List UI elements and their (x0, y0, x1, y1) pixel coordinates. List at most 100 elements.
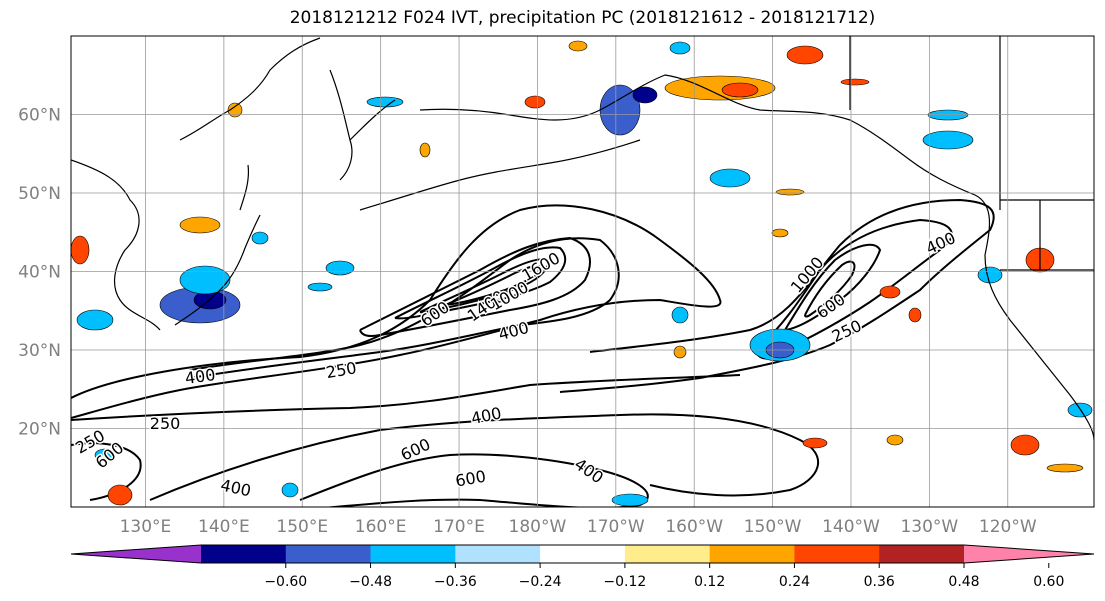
precip-patch (1046, 463, 1084, 473)
precip-patch (71, 235, 90, 265)
lon-label: 160°W (665, 517, 723, 537)
colorbar-tick-label: −0.36 (434, 574, 477, 590)
colorbar-tick-label: 0.60 (1033, 574, 1064, 590)
lon-label: 180°W (509, 517, 567, 537)
precip-patch (524, 95, 546, 109)
gridlines (71, 36, 1094, 507)
ivt-contour-label: 250 (150, 414, 181, 433)
ivt-contour-label: 400 (184, 365, 217, 388)
lon-label: 150°E (276, 517, 328, 537)
asia-coastline (71, 37, 321, 331)
precip-patch (632, 86, 658, 104)
precip-patch (366, 96, 404, 108)
lon-label: 170°E (433, 517, 485, 537)
lon-label: 120°W (979, 517, 1037, 537)
ivt-contour-250-east (559, 198, 995, 393)
colorbar-segment (455, 545, 541, 563)
precip-patch (1010, 434, 1040, 456)
colorbar-segment (709, 545, 795, 563)
map-frame (70, 35, 1095, 508)
precip-patch (611, 493, 649, 507)
precip-patch (281, 482, 299, 498)
colorbar-tick-label: 0.36 (864, 574, 895, 590)
colorbar-tick-label: −0.12 (603, 574, 646, 590)
colorbar-tick-label: 0.48 (948, 574, 979, 590)
ivt-contour-1400 (419, 258, 550, 314)
lon-label: 130°W (900, 517, 958, 537)
colorbar-segment (794, 545, 880, 563)
ivt-contours (71, 198, 995, 507)
precip-patch (179, 265, 231, 295)
colorbar-tick-label: 0.24 (779, 574, 810, 590)
precip-patch (107, 484, 133, 506)
precip-patch (251, 231, 269, 245)
lon-label: 150°W (744, 517, 802, 537)
colorbar-segment (624, 545, 711, 563)
lon-label: 140°E (198, 517, 250, 537)
alaska-coastline (419, 74, 1094, 441)
colorbar: −0.60 −0.48 −0.36 −0.24 −0.12 0.12 0.24 0.36 0.4… (70, 544, 1095, 590)
precip-patch (673, 345, 687, 359)
kamchatka-coastline (329, 69, 396, 181)
precip-patch (179, 216, 221, 234)
colorbar-segment (285, 545, 372, 563)
precip-patch (908, 307, 922, 323)
precip-patch (802, 437, 828, 449)
ivt-contour-400-mid (71, 374, 741, 421)
lon-label: 170°W (587, 517, 645, 537)
colorbar-tick-label: 0.12 (694, 574, 725, 590)
precip-patch (76, 309, 114, 331)
japan-coastline (174, 164, 261, 326)
colorbar-tick-label: −0.24 (519, 574, 562, 590)
precip-patch (568, 40, 588, 52)
latitude-axis: 60°N 50°N 40°N 30°N 20°N (18, 106, 61, 440)
ivt-contour-1600 (444, 264, 544, 306)
precip-patch (671, 306, 689, 324)
lat-label: 60°N (18, 106, 61, 126)
precip-patch (886, 434, 904, 446)
colorbar-tick-label: −0.48 (349, 574, 392, 590)
ivt-contour-label: 400 (219, 475, 253, 500)
precip-patch (879, 285, 901, 299)
ivt-contour-600 (359, 236, 591, 337)
lat-label: 50°N (18, 184, 61, 204)
page-title: 2018121212 F024 IVT, precipitation PC (2… (289, 8, 876, 28)
precip-patch (664, 75, 776, 101)
precip-patch (840, 78, 870, 86)
lon-label: 160°E (355, 517, 407, 537)
ivt-contour-1000-east (804, 260, 856, 318)
north-america-borders (849, 36, 1094, 271)
ivt-contour-600-east (784, 243, 882, 331)
precip-patch (227, 102, 243, 118)
longitude-axis: 130°E 140°E 150°E 160°E 170°E 180°W 170°W 160°W… (120, 517, 1037, 537)
precip-patch (922, 130, 974, 150)
colorbar-extend-high (964, 545, 1094, 563)
aleutian-islands (359, 139, 641, 211)
lat-label: 30°N (18, 341, 61, 361)
precip-patch (786, 45, 824, 65)
precip-patch (669, 41, 691, 55)
precip-patch (325, 260, 355, 276)
colorbar-segment (201, 545, 287, 563)
lon-label: 130°E (120, 517, 172, 537)
colorbar-extend-low (71, 545, 201, 563)
precip-patch (775, 188, 805, 196)
lon-label: 140°W (822, 517, 880, 537)
colorbar-segment (879, 545, 965, 563)
precip-patch (94, 448, 116, 462)
precip-patch (307, 282, 333, 292)
colorbar-segment (370, 545, 456, 563)
precip-patches (71, 40, 1093, 507)
precip-patch (721, 82, 759, 98)
ivt-contour-600-south (299, 453, 649, 507)
precip-patch (977, 266, 1003, 284)
colorbar-outline (70, 544, 1095, 564)
lat-label: 20°N (18, 420, 61, 440)
lat-label: 40°N (18, 263, 61, 283)
precip-patch (927, 109, 969, 121)
ivt-contour-1000 (394, 246, 567, 320)
precip-patch (771, 228, 789, 238)
colorbar-segment (540, 545, 626, 563)
